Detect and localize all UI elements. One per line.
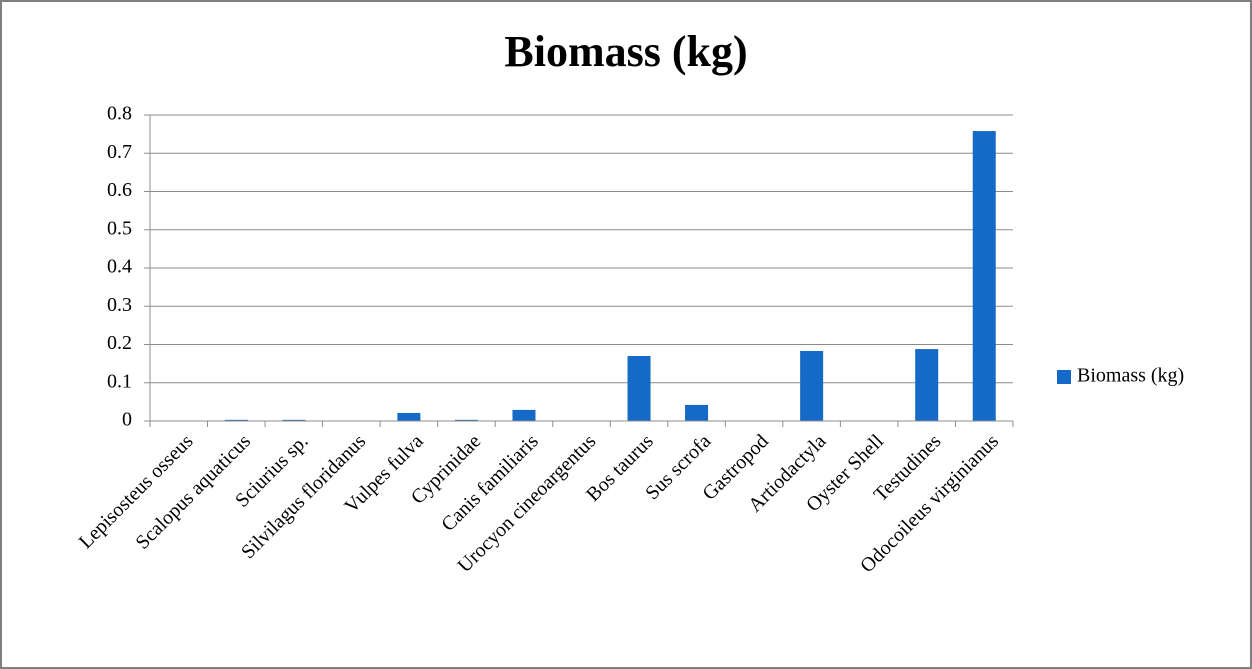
bar bbox=[627, 355, 651, 421]
legend-label: Biomass (kg) bbox=[1077, 365, 1184, 387]
bar bbox=[397, 412, 421, 421]
bar bbox=[800, 351, 824, 421]
y-tick-label: 0.7 bbox=[107, 141, 132, 163]
bar bbox=[282, 419, 306, 421]
bar bbox=[454, 419, 478, 421]
legend-swatch bbox=[1057, 370, 1071, 384]
y-tick-label: 0 bbox=[122, 409, 132, 431]
y-tick-label: 0.4 bbox=[107, 256, 132, 278]
y-tick-label: 0.3 bbox=[107, 294, 132, 316]
bar bbox=[972, 131, 996, 421]
y-tick-label: 0.1 bbox=[107, 370, 132, 392]
y-tick-label: 0.8 bbox=[107, 103, 132, 125]
bar bbox=[915, 349, 939, 421]
y-tick-label: 0.6 bbox=[107, 179, 132, 201]
chart-title: Biomass (kg) bbox=[504, 27, 747, 76]
y-tick-label: 0.5 bbox=[107, 217, 132, 239]
bar bbox=[685, 404, 709, 421]
y-tick-label: 0.2 bbox=[107, 332, 132, 354]
bar bbox=[224, 419, 248, 421]
bar bbox=[512, 409, 536, 421]
